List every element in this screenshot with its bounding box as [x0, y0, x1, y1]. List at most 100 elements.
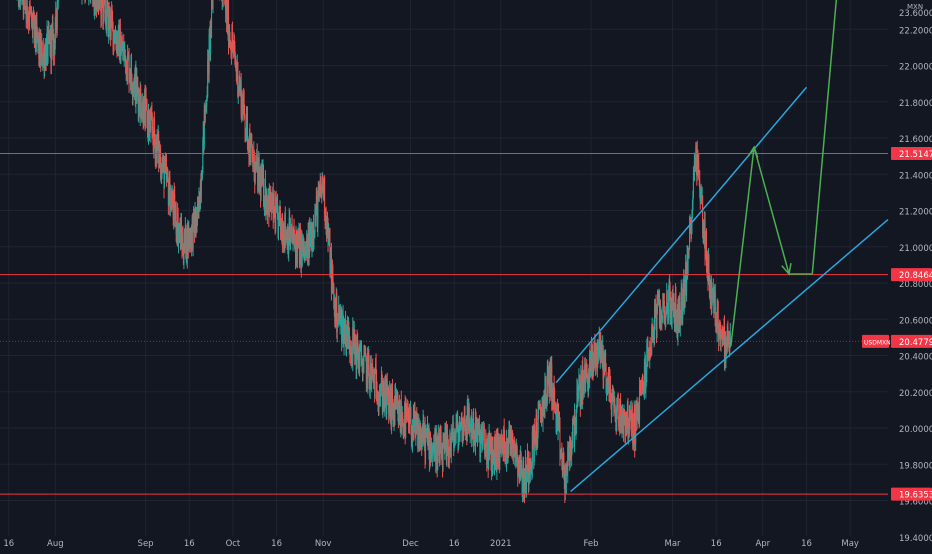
candle-body[interactable] — [525, 471, 526, 494]
candle-body[interactable] — [618, 395, 619, 418]
candle-body[interactable] — [718, 302, 719, 329]
candle-body[interactable] — [185, 225, 186, 258]
candle-body[interactable] — [415, 420, 416, 436]
candle-body[interactable] — [512, 438, 513, 452]
candle-body[interactable] — [596, 345, 597, 357]
candle-body[interactable] — [637, 407, 638, 420]
candle-body[interactable] — [56, 10, 57, 25]
candle-body[interactable] — [657, 313, 658, 336]
candle-body[interactable] — [634, 410, 635, 448]
candle-body[interactable] — [232, 32, 233, 47]
candle-body[interactable] — [150, 119, 151, 132]
candle-body[interactable] — [313, 238, 314, 240]
candle-body[interactable] — [171, 201, 172, 209]
candle-body[interactable] — [626, 429, 627, 431]
candle-body[interactable] — [460, 430, 461, 437]
candle-body[interactable] — [183, 253, 184, 263]
candle-body[interactable] — [110, 13, 111, 35]
candle-body[interactable] — [125, 49, 126, 55]
x-tick-label: Feb — [583, 539, 598, 549]
x-tick-label: 16 — [271, 539, 282, 549]
candle-body[interactable] — [213, 0, 214, 8]
y-tick-label: 20.00000 — [899, 425, 932, 435]
candle-body[interactable] — [146, 95, 147, 99]
x-tick-label: Sep — [138, 539, 154, 549]
candle-body[interactable] — [20, 0, 21, 3]
y-tick-label: 20.80000 — [899, 280, 932, 290]
candle-body[interactable] — [632, 406, 633, 414]
candle-body[interactable] — [277, 202, 278, 213]
candle-body[interactable] — [202, 173, 203, 179]
candle-body[interactable] — [244, 92, 245, 106]
candle-body[interactable] — [616, 405, 617, 429]
candle-body[interactable] — [201, 180, 202, 194]
candle-body[interactable] — [57, 6, 58, 29]
candle-body[interactable] — [276, 202, 277, 210]
candle-body[interactable] — [209, 35, 210, 74]
y-tick-label: 21.60000 — [899, 135, 932, 145]
x-tick-label: Dec — [402, 539, 419, 549]
candle-body[interactable] — [121, 45, 122, 54]
level-price-tag: 21.51478 — [899, 150, 932, 160]
x-tick-label: 16 — [3, 539, 14, 549]
candle-body[interactable] — [112, 19, 113, 22]
candle-body[interactable] — [205, 107, 206, 121]
current-price-tag: 20.47790 — [899, 338, 932, 348]
candle-body[interactable] — [501, 435, 502, 447]
candle-body[interactable] — [375, 370, 376, 398]
candle-body[interactable] — [674, 300, 675, 320]
candle-body[interactable] — [206, 101, 207, 108]
candle-body[interactable] — [368, 353, 369, 374]
candle-body[interactable] — [689, 250, 690, 257]
candle-body[interactable] — [101, 0, 102, 18]
candle-body[interactable] — [706, 233, 707, 266]
candle-body[interactable] — [211, 0, 212, 27]
level-price-tag: 19.63530 — [899, 491, 932, 501]
y-tick-label: 21.00000 — [899, 244, 932, 254]
candle-body[interactable] — [152, 132, 153, 140]
candle-body[interactable] — [545, 378, 546, 400]
y-tick-label: 21.20000 — [899, 208, 932, 218]
candle-body[interactable] — [337, 328, 338, 332]
candle-body[interactable] — [134, 76, 135, 92]
candle-body[interactable] — [164, 174, 165, 188]
x-tick-label: 2021 — [490, 539, 512, 549]
y-tick-label: 20.40000 — [899, 353, 932, 363]
x-tick-label: 16 — [184, 539, 195, 549]
y-tick-label: 20.60000 — [899, 316, 932, 326]
candle-body[interactable] — [626, 414, 627, 431]
candle-body[interactable] — [245, 133, 246, 134]
x-tick-label: 16 — [711, 539, 722, 549]
candle-body[interactable] — [644, 366, 645, 390]
x-tick-label: May — [841, 539, 859, 549]
candle-body[interactable] — [578, 390, 579, 399]
candle-body[interactable] — [283, 228, 284, 241]
candle-body[interactable] — [23, 0, 24, 9]
symbol-label: MXN — [907, 3, 923, 11]
x-tick-label: Apr — [755, 539, 770, 549]
candle-body[interactable] — [248, 140, 249, 152]
candle-body[interactable] — [361, 344, 362, 360]
candle-body[interactable] — [698, 163, 699, 179]
candle-body[interactable] — [58, 0, 59, 2]
candle-body[interactable] — [605, 352, 606, 364]
y-tick-label: 19.40000 — [899, 534, 932, 544]
candle-body[interactable] — [193, 213, 194, 249]
candle-body[interactable] — [484, 427, 485, 447]
candle-body[interactable] — [675, 293, 676, 328]
candle-body[interactable] — [487, 446, 488, 464]
candle-body[interactable] — [453, 422, 454, 433]
candle-body[interactable] — [344, 327, 345, 345]
x-tick-label: 16 — [449, 539, 460, 549]
candle-body[interactable] — [544, 378, 545, 413]
candle-body[interactable] — [727, 326, 728, 337]
candle-body[interactable] — [554, 391, 555, 404]
candle-body[interactable] — [254, 152, 255, 181]
candle-body[interactable] — [661, 312, 662, 319]
candle-body[interactable] — [619, 404, 620, 432]
y-tick-label: 19.80000 — [899, 461, 932, 471]
candle-body[interactable] — [122, 48, 123, 52]
